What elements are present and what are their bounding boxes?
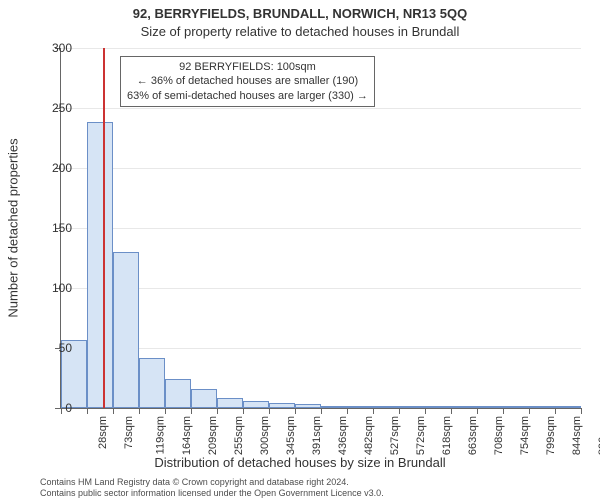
histogram-bar: [529, 406, 555, 408]
copyright-footer: Contains HM Land Registry data © Crown c…: [40, 477, 384, 498]
x-tick-label: 73sqm: [123, 416, 135, 449]
chart-container: 92, BERRYFIELDS, BRUNDALL, NORWICH, NR13…: [0, 0, 600, 500]
histogram-bar: [87, 122, 113, 408]
x-tick-label: 209sqm: [207, 416, 219, 455]
histogram-bar: [347, 406, 373, 408]
x-tick-label: 119sqm: [154, 416, 166, 454]
annotation-callout: 92 BERRYFIELDS: 100sqm← 36% of detached …: [120, 56, 375, 107]
y-tick-label: 150: [32, 221, 72, 235]
annotation-line: ← 36% of detached houses are smaller (19…: [127, 74, 368, 88]
x-tick-label: 799sqm: [545, 416, 557, 455]
histogram-bar: [451, 406, 477, 408]
x-axis-label: Distribution of detached houses by size …: [0, 455, 600, 470]
histogram-bar: [191, 389, 217, 408]
histogram-bar: [399, 406, 425, 408]
footer-line-1: Contains HM Land Registry data © Crown c…: [40, 477, 384, 487]
y-tick-label: 50: [32, 341, 72, 355]
histogram-bar: [113, 252, 139, 408]
x-tick-label: 300sqm: [259, 416, 271, 455]
histogram-bar: [243, 401, 269, 408]
x-tick-label: 663sqm: [467, 416, 479, 455]
histogram-bar: [165, 379, 191, 408]
histogram-bar: [555, 406, 581, 408]
x-tick-label: 527sqm: [389, 416, 401, 455]
x-tick-label: 482sqm: [363, 416, 375, 455]
property-marker-line: [103, 48, 105, 408]
x-tick-label: 618sqm: [441, 416, 453, 455]
histogram-bar: [425, 406, 451, 408]
histogram-bar: [477, 406, 503, 408]
x-tick-label: 28sqm: [97, 416, 109, 449]
y-tick-label: 300: [32, 41, 72, 55]
x-tick-label: 844sqm: [571, 416, 583, 455]
histogram-bar: [503, 406, 529, 408]
x-tick-label: 572sqm: [415, 416, 427, 455]
histogram-bar: [217, 398, 243, 408]
histogram-bar: [373, 406, 399, 408]
address-title: 92, BERRYFIELDS, BRUNDALL, NORWICH, NR13…: [0, 6, 600, 21]
annotation-line: 92 BERRYFIELDS: 100sqm: [127, 60, 368, 74]
histogram-bar: [321, 406, 347, 408]
x-tick-label: 345sqm: [285, 416, 297, 455]
y-axis-label: Number of detached properties: [6, 138, 21, 317]
x-tick-label: 436sqm: [337, 416, 349, 455]
histogram-bar: [295, 404, 321, 408]
footer-line-2: Contains public sector information licen…: [40, 488, 384, 498]
x-tick-label: 164sqm: [181, 416, 193, 455]
chart-subtitle: Size of property relative to detached ho…: [0, 24, 600, 39]
x-tick-label: 754sqm: [519, 416, 531, 455]
y-tick-label: 0: [32, 401, 72, 415]
x-tick-label: 708sqm: [493, 416, 505, 455]
histogram-bar: [139, 358, 165, 408]
histogram-bar: [269, 403, 295, 408]
y-tick-label: 200: [32, 161, 72, 175]
x-tick-label: 391sqm: [311, 416, 323, 455]
annotation-line: 63% of semi-detached houses are larger (…: [127, 89, 368, 103]
y-tick-label: 100: [32, 281, 72, 295]
x-tick-label: 255sqm: [233, 416, 245, 455]
y-tick-label: 250: [32, 101, 72, 115]
